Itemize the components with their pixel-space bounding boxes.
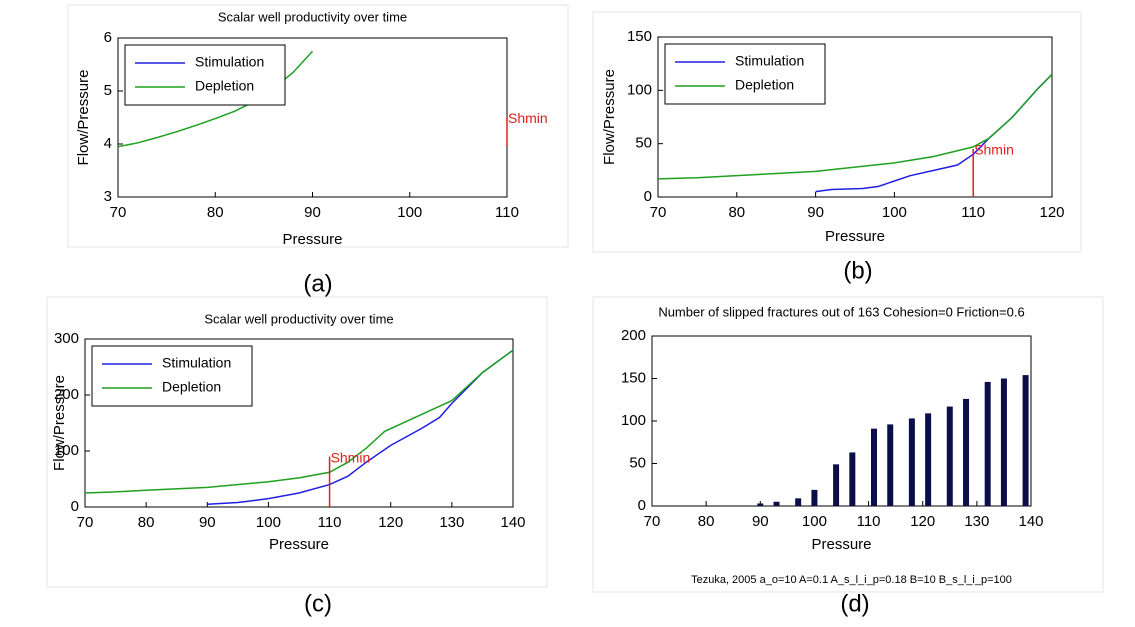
- x-tick-label: 90: [304, 204, 321, 221]
- legend-box: [664, 43, 826, 105]
- shmin-label: Shmin: [331, 449, 371, 465]
- bar: [757, 503, 764, 506]
- x-tick-label: 120: [910, 513, 935, 530]
- y-tick-label: 100: [621, 412, 646, 429]
- x-tick-label: 80: [728, 204, 745, 221]
- y-axis-label: Flow/Pressure: [75, 70, 92, 166]
- y-tick-label: 150: [621, 369, 646, 386]
- bar: [870, 428, 877, 506]
- y-tick-label: 5: [104, 82, 112, 99]
- x-tick-label: 90: [807, 204, 824, 221]
- x-tick-label: 110: [318, 514, 342, 531]
- x-axis-label: Pressure: [811, 536, 871, 553]
- shmin-label: Shmin: [508, 110, 548, 126]
- bar: [849, 452, 856, 506]
- bar: [925, 413, 932, 506]
- legend-label: Stimulation: [162, 355, 231, 371]
- panel-caption: (b): [843, 257, 872, 284]
- panel-caption: (a): [303, 270, 332, 297]
- bar: [811, 489, 818, 506]
- legend-label: Depletion: [195, 78, 254, 94]
- y-tick-label: 4: [104, 135, 112, 152]
- y-tick-label: 200: [621, 327, 646, 344]
- x-tick-label: 80: [698, 513, 715, 530]
- x-tick-label: 70: [77, 514, 94, 531]
- y-tick-label: 200: [54, 386, 79, 403]
- y-tick-label: 0: [71, 498, 79, 515]
- x-tick-label: 90: [752, 513, 769, 530]
- legend-label: Stimulation: [195, 54, 264, 70]
- bar: [1022, 375, 1029, 506]
- x-tick-label: 110: [857, 513, 881, 530]
- data-line: [84, 349, 514, 494]
- chart-title: Scalar well productivity over time: [204, 311, 393, 326]
- x-axis-label: Pressure: [825, 228, 885, 245]
- x-tick-label: 130: [964, 513, 989, 530]
- data-line: [657, 73, 1053, 180]
- x-tick-label: 100: [802, 513, 827, 530]
- bar: [908, 418, 915, 506]
- x-tick-label: 110: [495, 204, 519, 221]
- x-tick-label: 70: [644, 513, 661, 530]
- x-tick-label: 130: [439, 514, 464, 531]
- y-tick-label: 100: [54, 442, 79, 459]
- y-tick-label: 50: [635, 135, 652, 152]
- legend-box: [91, 345, 253, 407]
- legend-box: [124, 44, 286, 106]
- chart-title: Number of slipped fractures out of 163 C…: [658, 304, 1024, 319]
- bar: [887, 424, 894, 506]
- legend-label: Depletion: [162, 379, 221, 395]
- x-tick-label: 80: [138, 514, 155, 531]
- shmin-label: Shmin: [974, 142, 1014, 158]
- x-axis-label: Pressure: [282, 231, 342, 248]
- y-axis-label: Flow/Pressure: [51, 375, 68, 471]
- plot-area: [651, 335, 1032, 507]
- x-tick-label: 120: [1039, 204, 1064, 221]
- bar: [946, 406, 953, 506]
- x-tick-label: 100: [256, 514, 281, 531]
- y-tick-label: 150: [627, 28, 652, 45]
- footnote: Tezuka, 2005 a_o=10 A=0.1 A_s_l_i_p=0.18…: [691, 574, 1012, 586]
- x-tick-label: 140: [1018, 513, 1043, 530]
- y-tick-label: 300: [54, 330, 79, 347]
- legend-label: Depletion: [735, 77, 794, 93]
- bar: [833, 464, 840, 506]
- bar: [773, 501, 780, 506]
- x-tick-label: 110: [961, 204, 985, 221]
- x-tick-label: 90: [199, 514, 216, 531]
- x-tick-label: 120: [378, 514, 403, 531]
- legend-label: Stimulation: [735, 53, 804, 69]
- chart-title: Scalar well productivity over time: [218, 9, 407, 24]
- bar: [795, 498, 802, 506]
- x-axis-label: Pressure: [269, 536, 329, 553]
- panel-caption: (c): [304, 590, 332, 617]
- y-tick-label: 0: [638, 497, 646, 514]
- bar: [984, 381, 991, 506]
- bar: [963, 398, 970, 506]
- x-tick-label: 100: [397, 204, 422, 221]
- x-tick-label: 80: [207, 204, 224, 221]
- y-tick-label: 50: [629, 454, 646, 471]
- data-line: [207, 349, 514, 505]
- x-tick-label: 70: [110, 204, 127, 221]
- x-tick-label: 70: [650, 204, 667, 221]
- x-tick-label: 100: [882, 204, 907, 221]
- bar: [1000, 378, 1007, 506]
- y-tick-label: 0: [644, 188, 652, 205]
- panel-caption: (d): [840, 590, 869, 617]
- x-tick-label: 140: [500, 514, 525, 531]
- y-tick-label: 100: [627, 81, 652, 98]
- y-axis-label: Flow/Pressure: [601, 69, 618, 165]
- y-tick-label: 6: [104, 29, 112, 46]
- y-tick-label: 3: [104, 188, 112, 205]
